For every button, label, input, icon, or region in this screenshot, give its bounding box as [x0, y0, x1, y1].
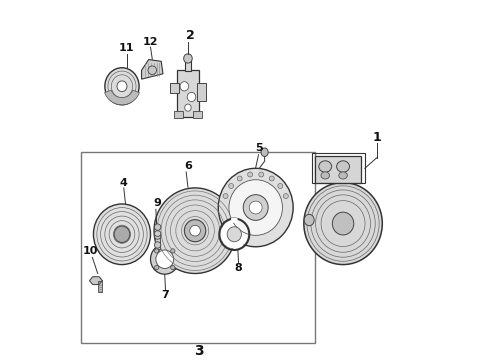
Ellipse shape [185, 104, 191, 111]
Ellipse shape [223, 194, 228, 199]
Ellipse shape [190, 225, 200, 236]
Ellipse shape [229, 184, 234, 189]
Ellipse shape [156, 250, 173, 269]
Ellipse shape [332, 212, 354, 235]
Ellipse shape [304, 183, 382, 265]
Ellipse shape [154, 231, 161, 237]
Ellipse shape [184, 54, 192, 63]
Ellipse shape [243, 195, 268, 220]
Bar [155, 234, 160, 248]
Text: 5: 5 [255, 143, 263, 153]
Ellipse shape [278, 184, 283, 189]
Ellipse shape [187, 93, 196, 102]
Ellipse shape [171, 249, 175, 253]
Ellipse shape [154, 242, 161, 248]
Ellipse shape [259, 172, 264, 177]
Ellipse shape [154, 224, 161, 230]
Ellipse shape [218, 168, 293, 247]
Polygon shape [93, 277, 99, 281]
Bar [170, 83, 179, 93]
Text: 1: 1 [372, 131, 381, 144]
Bar [193, 111, 202, 118]
Text: 10: 10 [83, 246, 98, 256]
Bar [174, 111, 183, 118]
Text: 7: 7 [162, 290, 170, 300]
Bar [177, 70, 198, 117]
Ellipse shape [304, 214, 314, 226]
Ellipse shape [321, 172, 329, 179]
Ellipse shape [247, 172, 253, 177]
Ellipse shape [229, 180, 282, 235]
Text: 8: 8 [235, 263, 243, 273]
Ellipse shape [154, 233, 161, 239]
Ellipse shape [105, 68, 139, 105]
Bar [312, 153, 365, 183]
Ellipse shape [154, 249, 159, 253]
Polygon shape [90, 281, 96, 284]
Wedge shape [104, 90, 139, 105]
Ellipse shape [180, 82, 189, 91]
Bar [81, 152, 315, 343]
Polygon shape [93, 281, 99, 284]
Polygon shape [96, 277, 102, 281]
Polygon shape [96, 281, 102, 284]
Ellipse shape [221, 220, 248, 248]
Text: 9: 9 [153, 198, 161, 208]
Ellipse shape [261, 148, 268, 157]
Ellipse shape [319, 161, 332, 172]
Text: 3: 3 [194, 344, 203, 358]
Text: 4: 4 [120, 177, 128, 188]
Ellipse shape [337, 161, 349, 172]
Ellipse shape [184, 220, 206, 242]
Ellipse shape [171, 265, 175, 270]
Ellipse shape [269, 176, 274, 181]
Text: 2: 2 [186, 29, 195, 42]
Ellipse shape [237, 176, 242, 181]
Ellipse shape [249, 201, 262, 214]
Ellipse shape [227, 227, 242, 242]
Bar [98, 281, 102, 292]
Text: 6: 6 [184, 161, 192, 171]
Text: 11: 11 [119, 43, 134, 53]
Bar [315, 156, 361, 183]
Wedge shape [232, 219, 237, 222]
Bar [197, 83, 206, 100]
Text: 12: 12 [143, 37, 158, 47]
Ellipse shape [148, 66, 157, 75]
Ellipse shape [154, 188, 236, 274]
Ellipse shape [117, 81, 127, 92]
Ellipse shape [283, 194, 288, 199]
Ellipse shape [94, 204, 150, 265]
Polygon shape [90, 277, 96, 281]
Ellipse shape [150, 244, 179, 274]
Ellipse shape [154, 265, 159, 270]
Polygon shape [142, 59, 163, 79]
Bar [185, 60, 191, 71]
Ellipse shape [114, 226, 130, 243]
Ellipse shape [339, 172, 347, 179]
